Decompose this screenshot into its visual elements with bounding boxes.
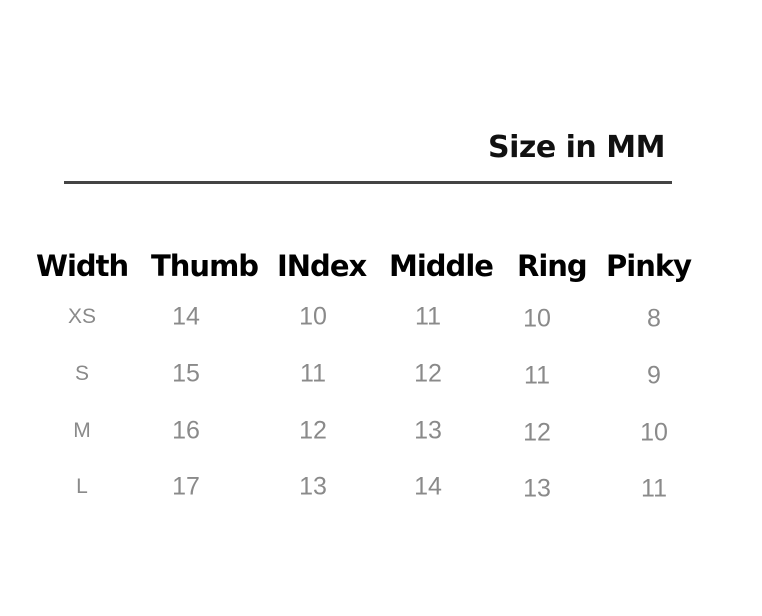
header-width: Width — [36, 249, 129, 283]
cell-middle: 12 — [414, 359, 442, 388]
header-pinky: Pinky — [606, 249, 692, 283]
cell-index: 13 — [299, 472, 327, 501]
cell-size: L — [76, 475, 88, 498]
header-middle: Middle — [389, 249, 494, 283]
cell-index: 11 — [300, 359, 326, 388]
cell-middle: 13 — [414, 416, 442, 445]
header-index: INdex — [277, 249, 367, 283]
cell-pinky: 9 — [647, 361, 661, 390]
cell-thumb: 17 — [172, 472, 200, 501]
cell-index: 12 — [299, 416, 327, 445]
cell-thumb: 16 — [172, 416, 200, 445]
divider — [64, 181, 672, 184]
cell-ring: 12 — [523, 418, 551, 447]
cell-pinky: 8 — [647, 304, 661, 333]
cell-thumb: 15 — [172, 359, 200, 388]
chart-title: Size in MM — [488, 130, 665, 165]
cell-middle: 14 — [414, 472, 442, 501]
cell-size: XS — [67, 305, 97, 328]
cell-pinky: 10 — [640, 418, 668, 447]
cell-size: M — [73, 419, 91, 442]
cell-ring: 13 — [523, 474, 551, 503]
header-ring: Ring — [517, 249, 588, 283]
header-thumb: Thumb — [151, 249, 259, 283]
cell-ring: 10 — [523, 304, 551, 333]
cell-size: S — [74, 362, 90, 385]
cell-index: 10 — [299, 302, 327, 331]
cell-middle: 11 — [415, 302, 441, 331]
cell-thumb: 14 — [172, 302, 200, 331]
cell-pinky: 11 — [641, 474, 667, 503]
cell-ring: 11 — [524, 361, 550, 390]
